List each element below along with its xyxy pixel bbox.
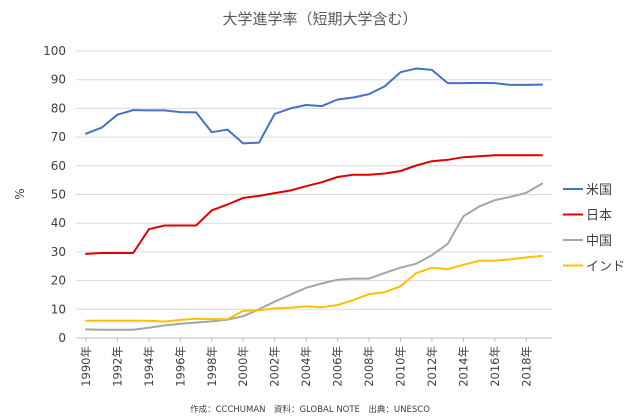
y-tick-label: 30	[51, 245, 66, 259]
x-tick-label: 1990年	[79, 346, 93, 387]
series-line-3	[85, 254, 543, 323]
x-tick-label: 2018年	[519, 346, 533, 387]
y-tick-label: 60	[51, 159, 66, 173]
y-tick-label: 90	[51, 73, 66, 87]
source-note: 作成：CCCHUMAN 資料：GLOBAL NOTE 出典：UNESCO	[190, 404, 430, 415]
x-tick-label: 2016年	[488, 346, 502, 387]
chart-title: 大学進学率（短期大学含む）	[222, 10, 417, 28]
series-line-0	[85, 67, 543, 145]
y-tick-label: 80	[51, 101, 66, 115]
y-tick-label: 100	[43, 44, 66, 58]
x-tick-label: 1996年	[173, 346, 187, 387]
axes: 0 10 20 30 40 50 60 70 80 90 100 1990年 1992年 1994年 199…	[43, 44, 552, 387]
y-axis-label: %	[13, 188, 27, 199]
x-tick-label: 2010年	[393, 346, 407, 387]
x-tick-label: 2012年	[425, 346, 439, 387]
gridlines	[76, 50, 552, 310]
x-tick-label: 1998年	[205, 346, 219, 387]
x-tick-label: 2014年	[456, 346, 470, 387]
x-tick-label: 2008年	[362, 346, 376, 387]
legend-label: 中国	[586, 234, 612, 249]
series-line-2	[85, 182, 543, 331]
x-tick-label: 2000年	[236, 346, 250, 387]
y-tick-label: 70	[51, 130, 66, 144]
series-line-1	[85, 154, 543, 255]
x-tick-label: 2004年	[299, 346, 313, 387]
x-tick-label: 1992年	[110, 346, 124, 387]
y-tick-label: 40	[51, 216, 66, 230]
x-tick-label: 2006年	[331, 346, 345, 387]
y-tick-label: 50	[51, 188, 66, 202]
legend-label: 日本	[586, 209, 612, 224]
x-tick-label: 2002年	[268, 346, 282, 387]
legend-label: 米国	[586, 183, 612, 198]
series-lines	[85, 67, 543, 331]
y-tick-label: 0	[58, 331, 66, 345]
x-tick-label: 1994年	[142, 346, 156, 387]
legend-label: インド	[586, 260, 625, 275]
y-tick-label: 20	[51, 274, 66, 288]
y-tick-label: 10	[51, 302, 66, 316]
